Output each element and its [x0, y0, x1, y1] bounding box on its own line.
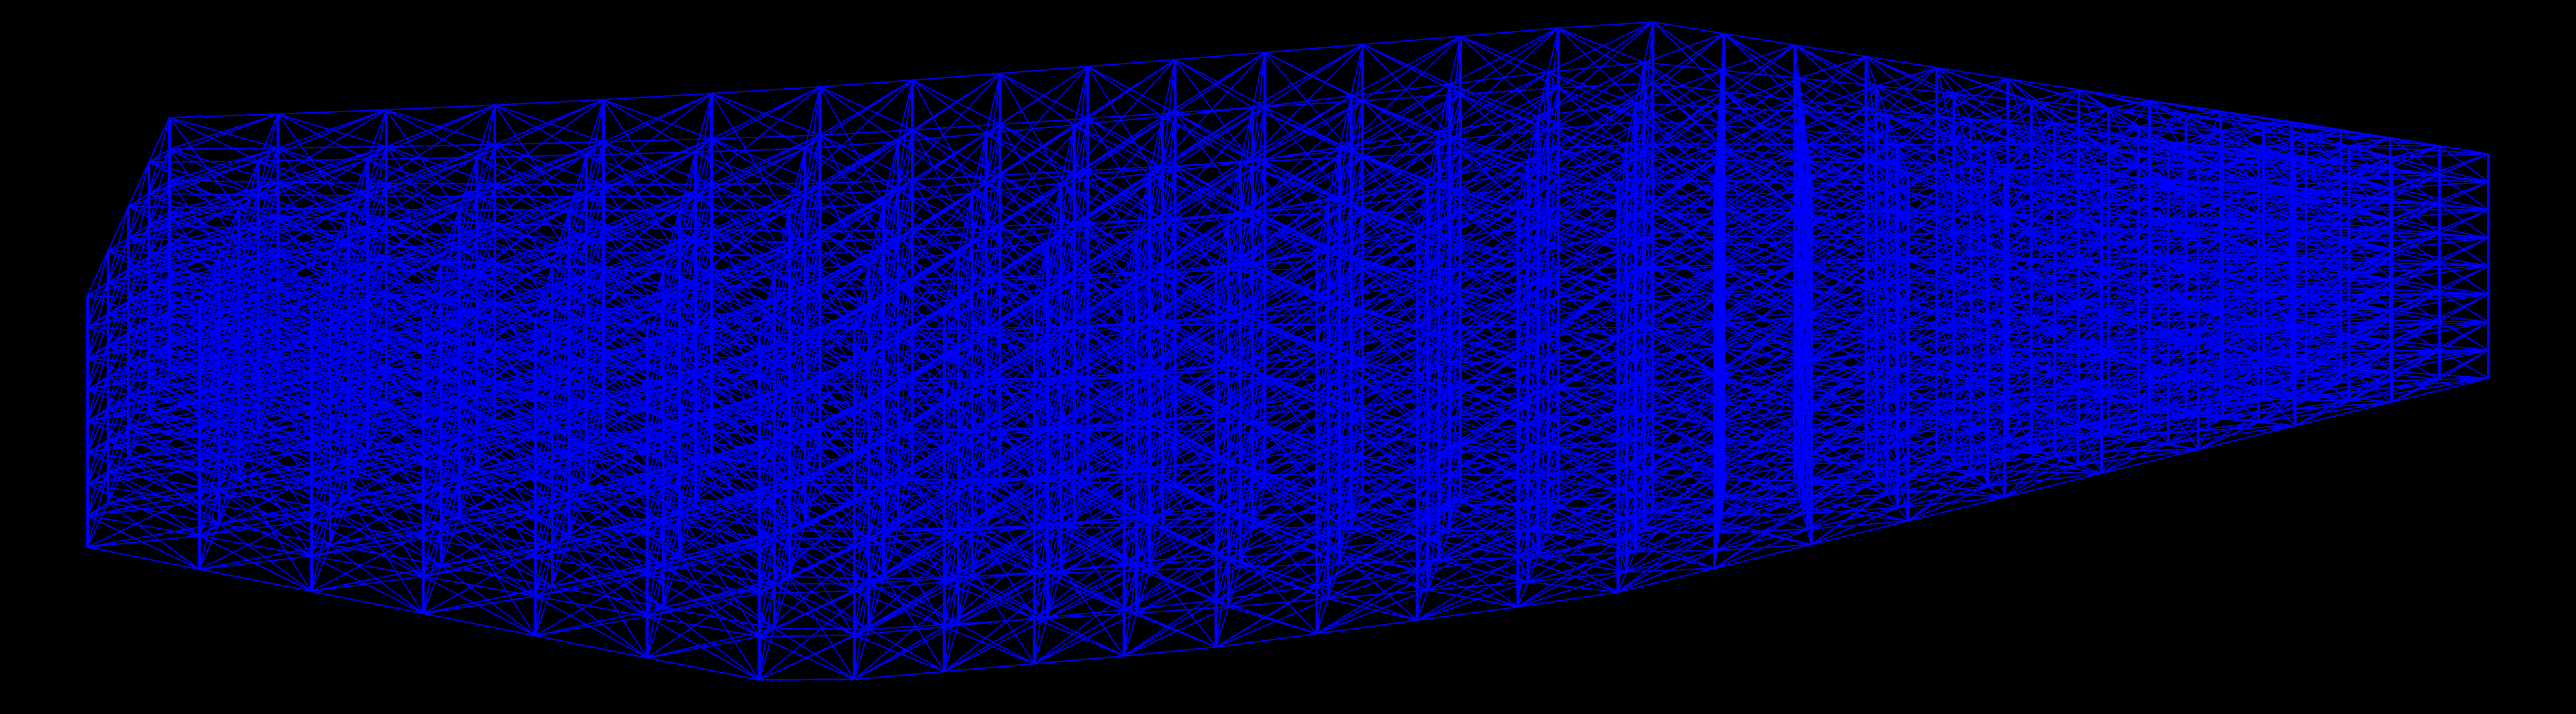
beam-members — [87, 21, 2489, 681]
columns-layer — [85, 22, 2491, 680]
column-members — [85, 22, 2491, 680]
beams-layer — [87, 21, 2489, 681]
